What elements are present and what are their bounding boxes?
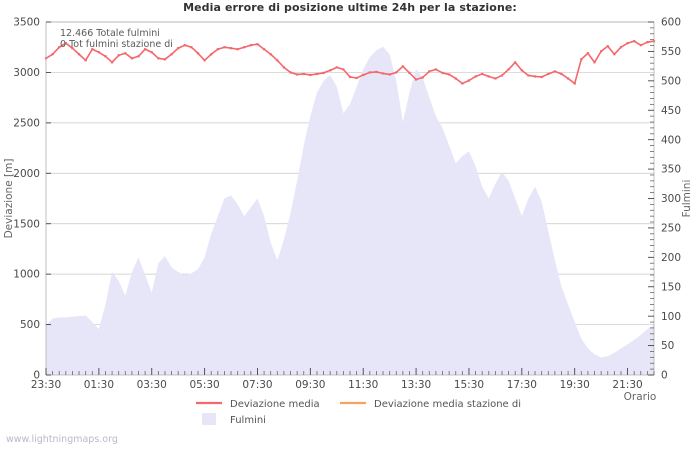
y-axis-left-tick-label: 2000 (13, 168, 40, 180)
x-axis-tick-label: 23:30 (31, 379, 61, 391)
annotation-station-fulmini: 0 Tot fulmini stazione di (60, 39, 173, 50)
y-axis-left-tick-label: 1000 (13, 269, 40, 281)
fulmini-area-series (46, 46, 654, 376)
y-axis-right-tick-label: 500 (661, 75, 681, 87)
x-axis-tick-label: 21:30 (612, 379, 642, 391)
x-axis-tick-label: 17:30 (507, 379, 537, 391)
legend-item-label: Deviazione media (230, 399, 320, 410)
x-axis-tick-label: 05:30 (189, 379, 219, 391)
x-axis-tick-label: 19:30 (560, 379, 590, 391)
chart-legend: Deviazione media Deviazione media stazion… (196, 399, 521, 426)
y-axis-right-tick-label: 0 (661, 370, 668, 382)
x-axis-tick-label: 11:30 (348, 379, 378, 391)
y-axis-left-label: Deviazione [m] (3, 159, 15, 239)
y-axis-right-tick-label: 150 (661, 281, 681, 293)
deviazione-media-line-series (44, 40, 656, 85)
x-axis-tick-label: 13:30 (401, 379, 431, 391)
y-axis-left-tick-label: 3000 (13, 67, 40, 79)
x-axis-label: Orario (624, 391, 657, 403)
x-axis-tick-label: 01:30 (84, 379, 114, 391)
annotation-total-fulmini: 12.466 Totale fulmini (60, 28, 160, 39)
y-axis-right-tick-label: 600 (661, 17, 681, 29)
y-axis-left-ticks: 0 500 1000 1500 2000 2500 3000 3500 (13, 17, 51, 382)
legend-item-label: Fulmini (230, 415, 266, 426)
y-axis-left-tick-label: 1500 (13, 218, 40, 230)
x-axis-tick-label: 09:30 (295, 379, 325, 391)
y-axis-right-ticks: 0 50 100 150 200 250 300 350 400 450 500 550 600 (648, 17, 681, 382)
y-axis-left-tick-label: 2500 (13, 117, 40, 129)
x-axis-tick-label: 07:30 (242, 379, 272, 391)
y-axis-right-tick-label: 200 (661, 252, 681, 264)
y-axis-left-tick-label: 3500 (13, 17, 40, 29)
y-axis-right-tick-label: 250 (661, 223, 681, 235)
watermark-lightningmaps: www.lightningmaps.org (6, 434, 118, 445)
x-axis-tick-label: 15:30 (454, 379, 484, 391)
y-axis-right-tick-label: 400 (661, 134, 681, 146)
x-axis-tick-label: 03:30 (137, 379, 167, 391)
chart-title: Media errore di posizione ultime 24h per… (183, 1, 517, 14)
y-axis-right-tick-label: 550 (661, 46, 681, 58)
y-axis-right-tick-label: 100 (661, 311, 681, 323)
y-axis-right-tick-label: 300 (661, 193, 681, 205)
legend-item-label: Deviazione media stazione di (374, 399, 521, 410)
y-axis-left-tick-label: 500 (20, 319, 40, 331)
y-axis-right-tick-label: 450 (661, 105, 681, 117)
y-axis-left-tick-label: 0 (33, 370, 40, 382)
y-axis-right-tick-label: 50 (661, 340, 674, 352)
y-axis-right-tick-label: 350 (661, 164, 681, 176)
y-axis-right-label: Fulmini (681, 180, 693, 218)
x-axis-ticks: 23:30 01:30 03:30 05:30 07:30 09:30 11:30 13:30… (31, 368, 655, 391)
